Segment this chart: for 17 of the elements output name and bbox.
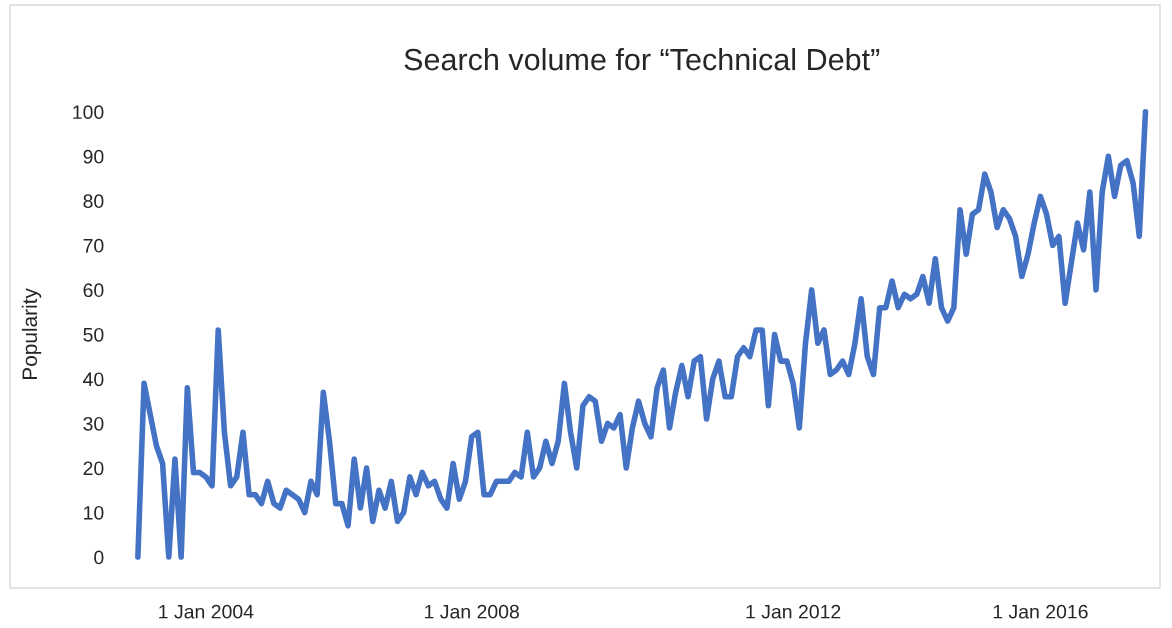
x-tick-label: 1 Jan 2012 xyxy=(746,604,841,619)
x-tick-label: 1 Jan 2008 xyxy=(425,604,519,619)
y-tick-label: 10 xyxy=(84,505,104,520)
y-tick-label: 60 xyxy=(83,283,104,298)
y-tick-label: 70 xyxy=(83,238,104,253)
y-tick-label: 20 xyxy=(83,461,104,476)
y-tick-label: 40 xyxy=(83,372,104,387)
y-tick-label: 0 xyxy=(94,550,104,565)
x-tick-label: 1 Jan 2016 xyxy=(993,604,1088,619)
y-tick-label: 30 xyxy=(83,416,104,431)
x-tick-label: 1 Jan 2004 xyxy=(159,604,254,619)
y-tick-label: 100 xyxy=(73,105,104,120)
y-axis-title: Popularity xyxy=(21,288,42,380)
chart-title: Search volume for “Technical Debt” xyxy=(404,47,880,71)
y-tick-label: 50 xyxy=(83,327,104,342)
y-tick-label: 80 xyxy=(83,194,104,209)
y-tick-label: 90 xyxy=(83,149,104,164)
